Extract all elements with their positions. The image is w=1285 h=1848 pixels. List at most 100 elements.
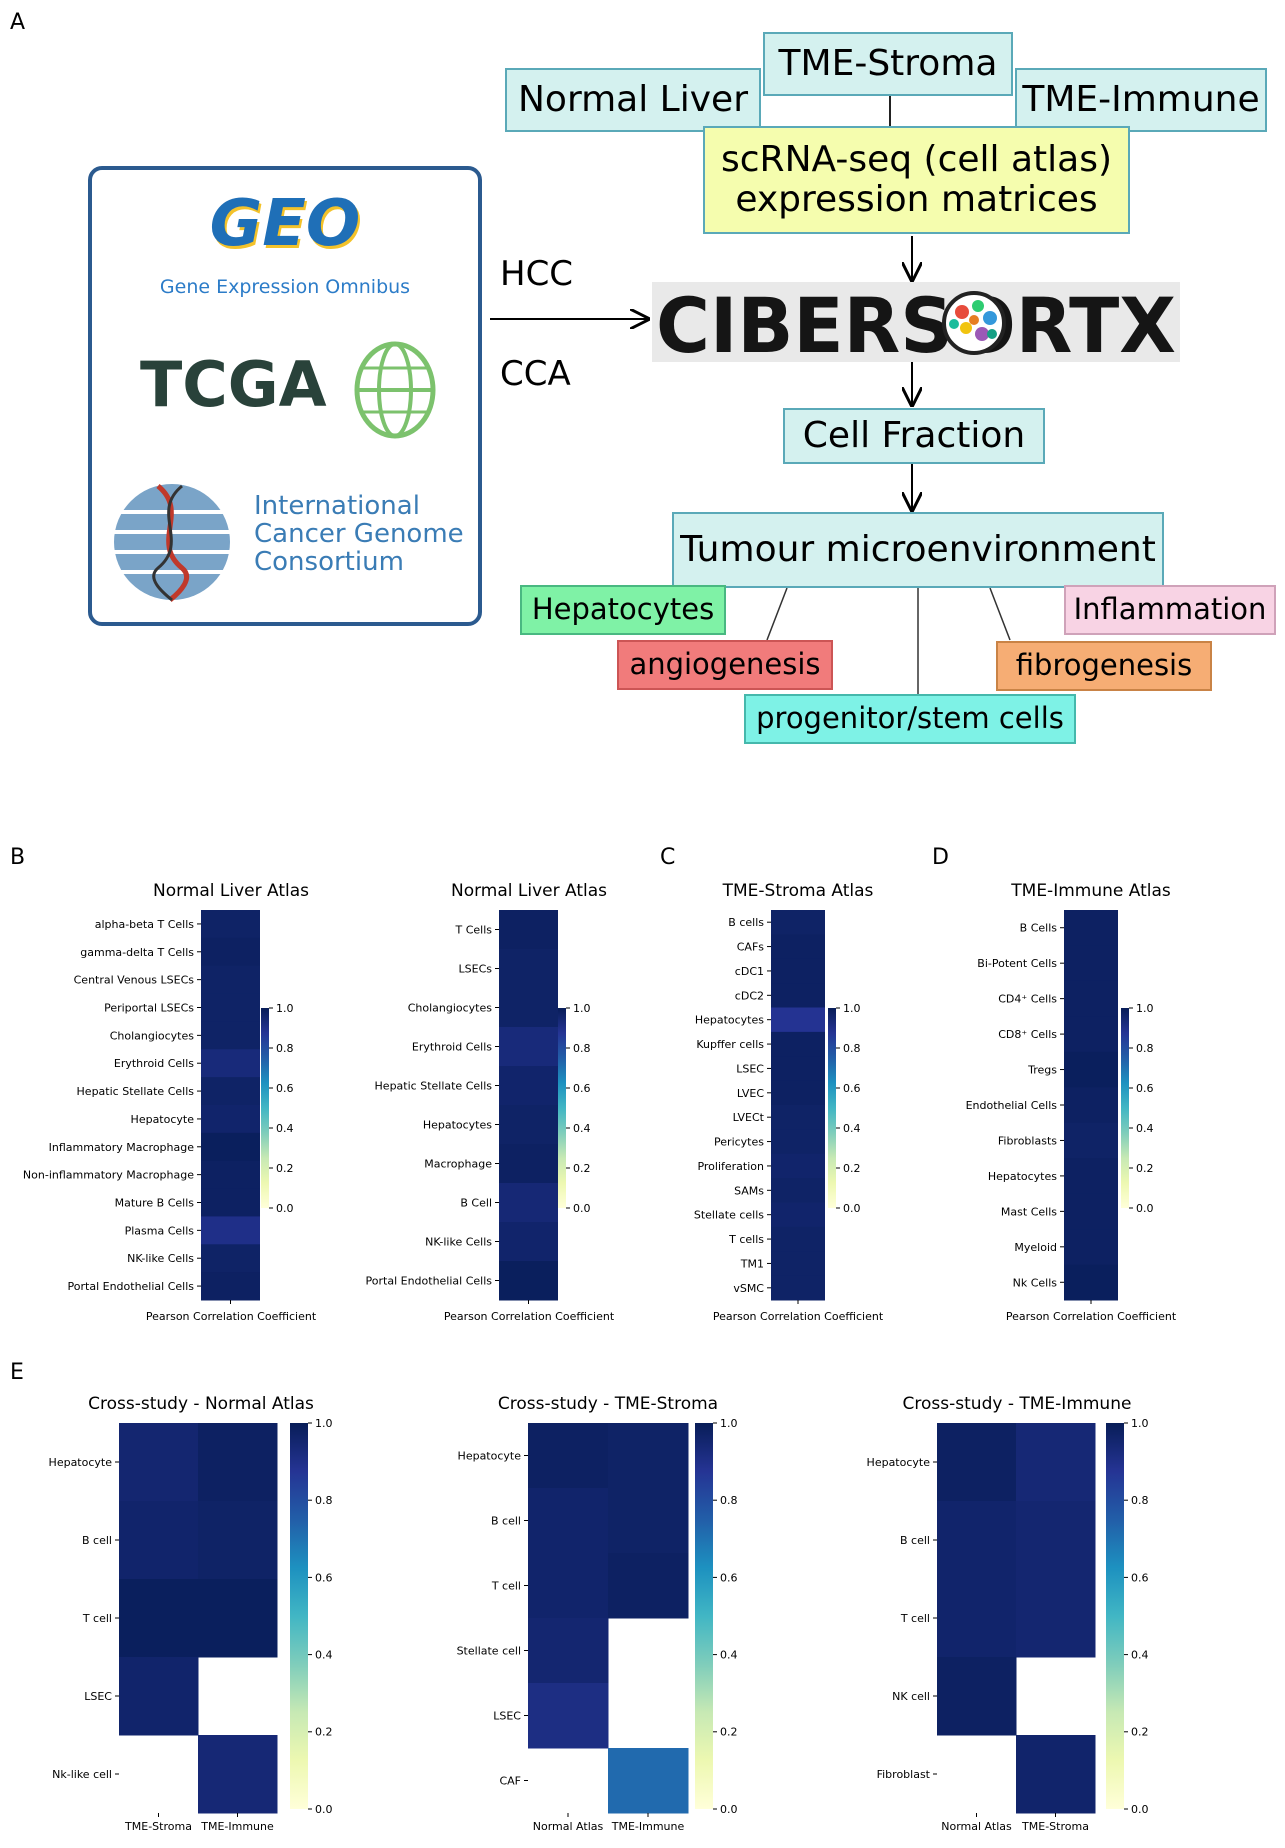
e2-row-label: CAF	[499, 1775, 521, 1788]
b2-title: Normal Liver Atlas	[451, 881, 607, 901]
c-colorbar	[828, 1008, 836, 1208]
b2-cell	[499, 1261, 558, 1301]
d-cell	[1064, 910, 1118, 946]
b1-colorbar-tick-label: 0.8	[276, 1042, 294, 1055]
d-colorbar-tick-label: 1.0	[1136, 1002, 1154, 1015]
b1-cell	[201, 1105, 260, 1134]
d-row-label: Myeloid	[1014, 1241, 1057, 1254]
b1-row-label: Hepatocyte	[131, 1113, 195, 1126]
b1-colorbar-tick-label: 0.2	[276, 1162, 294, 1175]
e3-colorbar-tick-label: 0.6	[1131, 1571, 1149, 1584]
e1-row-label: T cell	[82, 1612, 112, 1625]
b2-colorbar-tick-label: 0.2	[573, 1162, 591, 1175]
e2-row-label: Hepatocyte	[458, 1450, 522, 1463]
cibersortx-text: CIBERSORTX	[656, 282, 1176, 362]
c-cell	[771, 983, 825, 1008]
d-row-label: Endothelial Cells	[966, 1099, 1058, 1112]
c-cell	[771, 1153, 825, 1179]
e1-colorbar-tick-label: 0.8	[315, 1494, 333, 1507]
c-cell	[771, 1031, 825, 1057]
cell-fraction-box: Cell Fraction	[783, 408, 1045, 464]
d-row-label: Bi-Potent Cells	[977, 957, 1057, 970]
e1-cell	[198, 1423, 278, 1502]
c-xlabel: Pearson Correlation Coefficient	[713, 1310, 884, 1323]
d-cell	[1064, 945, 1118, 982]
d-row-label: Mast Cells	[1001, 1205, 1057, 1218]
c-cell	[771, 910, 825, 935]
b2-colorbar-tick-label: 0.8	[573, 1042, 591, 1055]
d-row-label: CD4⁺ Cells	[998, 993, 1057, 1006]
matrices-line-1: scRNA-seq (cell atlas)	[721, 139, 1112, 181]
e1-row-label: Hepatocyte	[49, 1456, 113, 1469]
c-colorbar-tick-label: 0.4	[843, 1122, 861, 1135]
e3-row-label: T cell	[900, 1612, 930, 1625]
b2-row-label: Portal Endothelial Cells	[366, 1275, 493, 1288]
e2-colorbar-tick-label: 0.6	[720, 1571, 738, 1584]
e1-colorbar	[290, 1423, 308, 1809]
c-colorbar-tick-label: 0.0	[843, 1202, 861, 1215]
e3-row-label: Hepatocyte	[867, 1456, 931, 1469]
e2-cell	[528, 1683, 609, 1749]
d-row-label: B Cells	[1020, 922, 1058, 935]
c-cell	[771, 1202, 825, 1228]
b1-cell	[201, 1216, 260, 1245]
c-cell	[771, 1129, 825, 1155]
e1-cell	[198, 1579, 278, 1658]
e2-colorbar-tick-label: 1.0	[720, 1417, 738, 1430]
c-cell	[771, 1080, 825, 1106]
icgc-name: International Cancer Genome Consortium	[254, 492, 464, 576]
c-row-label: cDC1	[735, 965, 764, 978]
e3-title: Cross-study - TME-Immune	[903, 1394, 1132, 1414]
tme-immune-box: TME-Immune	[1015, 68, 1267, 132]
b1-colorbar-tick-label: 1.0	[276, 1002, 294, 1015]
panel-letter-a: A	[10, 10, 26, 35]
b1-colorbar	[261, 1008, 269, 1208]
b1-row-label: NK-like Cells	[127, 1252, 194, 1265]
b1-row-label: Portal Endothelial Cells	[68, 1280, 195, 1293]
e2-cell	[528, 1488, 609, 1554]
d-colorbar-tick-label: 0.8	[1136, 1042, 1154, 1055]
b2-cell	[499, 910, 558, 950]
b1-cell	[201, 910, 260, 939]
e1-colorbar-tick-label: 1.0	[315, 1417, 333, 1430]
c-row-label: cDC2	[735, 989, 764, 1002]
c-colorbar-tick-label: 0.8	[843, 1042, 861, 1055]
b1-cell	[201, 993, 260, 1022]
hcc-label: HCC	[500, 254, 574, 294]
panel-letter-d: D	[932, 845, 949, 870]
e3-cell	[1016, 1501, 1096, 1580]
e2-cell	[608, 1423, 689, 1489]
b2-colorbar-tick-label: 0.0	[573, 1202, 591, 1215]
e2-colorbar	[695, 1423, 713, 1809]
e3-col-label: TME-Stroma	[1021, 1820, 1089, 1833]
d-colorbar	[1121, 1008, 1129, 1208]
c-row-label: Stellate cells	[694, 1209, 764, 1222]
d-cell	[1064, 1264, 1118, 1301]
e3-colorbar-tick-label: 0.8	[1131, 1494, 1149, 1507]
e3-row-label: Fibroblast	[877, 1768, 931, 1781]
angiogenesis-box: angiogenesis	[617, 640, 833, 690]
c-colorbar-tick-label: 1.0	[843, 1002, 861, 1015]
d-row-label: Nk Cells	[1013, 1276, 1058, 1289]
b1-row-label: Erythroid Cells	[114, 1057, 194, 1070]
b1-row-label: gamma-delta T Cells	[80, 946, 194, 959]
c-cell	[771, 934, 825, 960]
e1-cell	[119, 1501, 199, 1580]
data-sources-box: GEO GEO Gene Expression Omnibus TCGA Int…	[88, 166, 482, 626]
inflammation-box: Inflammation	[1064, 585, 1276, 635]
e1-colorbar-tick-label: 0.2	[315, 1726, 333, 1739]
b2-row-label: Macrophage	[424, 1158, 492, 1171]
b1-colorbar-tick-label: 0.0	[276, 1202, 294, 1215]
b2-row-label: LSECs	[459, 963, 493, 976]
e3-colorbar-tick-label: 0.2	[1131, 1726, 1149, 1739]
d-cell	[1064, 980, 1118, 1017]
b2-colorbar	[558, 1008, 566, 1208]
e1-colorbar-tick-label: 0.0	[315, 1803, 333, 1816]
c-row-label: B cells	[728, 916, 764, 929]
e1-cell	[119, 1423, 199, 1502]
b1-cell	[201, 1188, 260, 1217]
b2-row-label: B Cell	[460, 1197, 492, 1210]
d-row-label: Tregs	[1027, 1064, 1057, 1077]
progenitor-box: progenitor/stem cells	[744, 694, 1076, 744]
c-row-label: TM1	[740, 1257, 764, 1270]
